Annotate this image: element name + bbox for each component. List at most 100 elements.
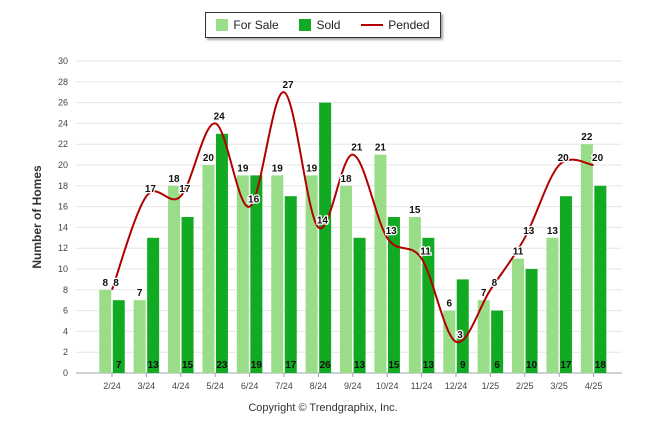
bar-sold bbox=[147, 237, 160, 373]
bar-for-sale bbox=[133, 300, 146, 373]
pended-line bbox=[111, 91, 594, 343]
data-label-sold: 17 bbox=[285, 360, 297, 371]
bar-sold bbox=[284, 196, 297, 373]
bar-for-sale bbox=[202, 165, 215, 373]
bar-for-sale bbox=[477, 300, 490, 373]
bar-for-sale bbox=[305, 175, 318, 373]
y-tick-label: 28 bbox=[58, 77, 68, 87]
bar-for-sale bbox=[408, 217, 421, 373]
data-label-pended: 21 bbox=[351, 143, 363, 154]
y-axis-label: Number of Homes bbox=[30, 165, 44, 269]
y-tick-label: 18 bbox=[58, 181, 68, 191]
data-label-for-sale: 21 bbox=[375, 143, 387, 154]
legend-label-pended: Pended bbox=[388, 18, 430, 32]
x-tick-label: 3/25 bbox=[550, 381, 568, 391]
y-tick-label: 26 bbox=[58, 98, 68, 108]
bar-for-sale bbox=[236, 175, 249, 373]
data-label-pended: 13 bbox=[386, 226, 398, 237]
data-label-for-sale: 18 bbox=[168, 174, 180, 185]
data-label-for-sale: 7 bbox=[481, 288, 487, 299]
y-tick-label: 6 bbox=[63, 306, 68, 316]
legend-item-pended[interactable]: Pended bbox=[361, 18, 430, 32]
x-tick-label: 10/24 bbox=[376, 381, 399, 391]
bar-sold bbox=[594, 185, 607, 373]
x-tick-label: 1/25 bbox=[482, 381, 500, 391]
data-label-for-sale: 22 bbox=[581, 132, 593, 143]
data-label-sold: 13 bbox=[148, 360, 160, 371]
bar-for-sale bbox=[168, 185, 181, 373]
chart-legend: For Sale Sold Pended bbox=[205, 12, 441, 38]
y-tick-label: 20 bbox=[58, 160, 68, 170]
data-label-pended: 20 bbox=[558, 153, 570, 164]
data-label-sold: 10 bbox=[526, 360, 538, 371]
bar-sold bbox=[559, 196, 572, 373]
data-label-for-sale: 18 bbox=[340, 174, 352, 185]
data-label-pended: 8 bbox=[113, 278, 119, 289]
data-label-for-sale: 7 bbox=[137, 288, 143, 299]
data-label-for-sale: 13 bbox=[547, 226, 559, 237]
x-tick-label: 4/25 bbox=[585, 381, 603, 391]
data-label-pended: 24 bbox=[214, 111, 226, 122]
y-tick-label: 16 bbox=[58, 202, 68, 212]
y-tick-label: 30 bbox=[58, 56, 68, 66]
data-label-sold: 13 bbox=[354, 360, 366, 371]
y-tick-label: 0 bbox=[63, 368, 68, 378]
bar-sold bbox=[387, 217, 400, 373]
copyright-text: Copyright © Trendgraphix, Inc. bbox=[248, 402, 398, 414]
y-tick-label: 12 bbox=[58, 243, 68, 253]
data-label-sold: 19 bbox=[251, 360, 263, 371]
data-label-for-sale: 19 bbox=[237, 163, 249, 174]
y-tick-label: 14 bbox=[58, 222, 68, 232]
x-tick-label: 2/25 bbox=[516, 381, 534, 391]
legend-item-sold[interactable]: Sold bbox=[299, 18, 340, 32]
data-label-sold: 6 bbox=[494, 360, 500, 371]
y-tick-label: 22 bbox=[58, 139, 68, 149]
x-tick-label: 11/24 bbox=[411, 381, 433, 391]
legend-swatch-sold bbox=[299, 19, 312, 31]
bar-sold bbox=[353, 237, 366, 373]
legend-swatch-pended bbox=[361, 24, 384, 26]
data-label-pended: 17 bbox=[145, 184, 157, 195]
bar-sold bbox=[456, 279, 469, 373]
bar-for-sale bbox=[512, 258, 525, 373]
data-label-sold: 26 bbox=[320, 360, 332, 371]
data-label-for-sale: 8 bbox=[102, 278, 108, 289]
data-label-for-sale: 19 bbox=[272, 163, 284, 174]
data-label-pended: 3 bbox=[457, 330, 463, 341]
x-tick-label: 8/24 bbox=[310, 381, 328, 391]
bar-for-sale bbox=[580, 144, 593, 373]
data-label-pended: 17 bbox=[179, 184, 191, 195]
x-tick-label: 12/24 bbox=[445, 381, 468, 391]
data-label-sold: 23 bbox=[216, 360, 228, 371]
x-tick-label: 9/24 bbox=[344, 381, 362, 391]
bar-for-sale bbox=[374, 154, 387, 373]
data-label-pended: 20 bbox=[592, 153, 604, 164]
legend-swatch-for-sale bbox=[216, 19, 229, 31]
data-label-pended: 8 bbox=[492, 278, 498, 289]
data-label-pended: 16 bbox=[248, 195, 260, 206]
bar-sold bbox=[319, 102, 332, 373]
y-tick-label: 4 bbox=[63, 326, 68, 336]
data-label-sold: 9 bbox=[460, 360, 466, 371]
data-label-sold: 7 bbox=[116, 360, 122, 371]
bar-for-sale bbox=[340, 185, 353, 373]
x-tick-label: 6/24 bbox=[241, 381, 259, 391]
legend-label-sold: Sold bbox=[316, 18, 341, 32]
data-label-sold: 18 bbox=[595, 360, 607, 371]
data-label-sold: 13 bbox=[423, 360, 435, 371]
data-label-pended: 13 bbox=[523, 226, 535, 237]
data-label-sold: 17 bbox=[560, 360, 572, 371]
data-label-for-sale: 20 bbox=[203, 153, 215, 164]
bar-sold bbox=[215, 133, 228, 373]
data-label-pended: 27 bbox=[282, 80, 294, 91]
legend-label-for-sale: For Sale bbox=[233, 18, 279, 32]
y-tick-label: 8 bbox=[63, 285, 68, 295]
y-tick-label: 10 bbox=[58, 264, 68, 274]
bar-sold bbox=[422, 237, 435, 373]
legend-item-for-sale[interactable]: For Sale bbox=[216, 18, 279, 32]
data-label-sold: 15 bbox=[388, 360, 400, 371]
y-tick-label: 2 bbox=[63, 347, 68, 357]
bar-sold bbox=[250, 175, 263, 373]
